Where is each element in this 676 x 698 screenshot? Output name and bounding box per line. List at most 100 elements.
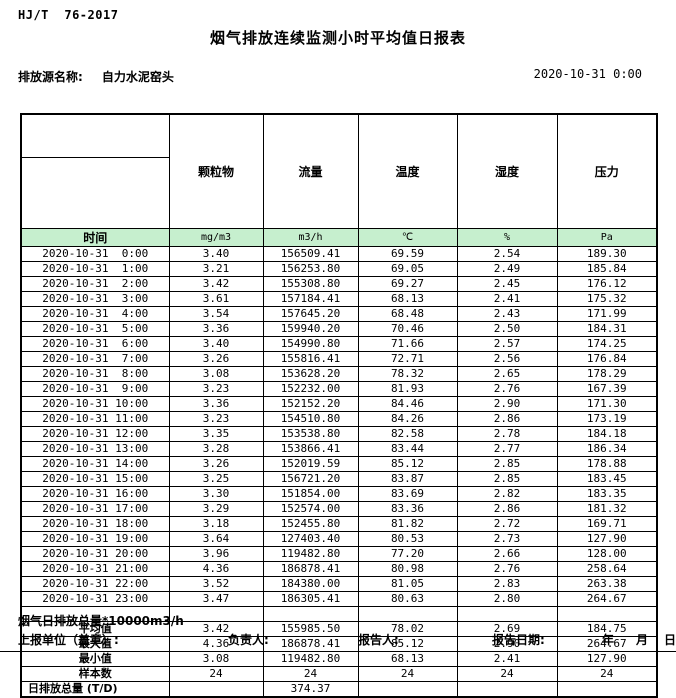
- value-cell: 3.23: [168, 381, 264, 397]
- value-cell: 153628.20: [262, 366, 359, 382]
- data-row: 2020-10-31 0:00 3.40 156509.41 69.59 2.54 189…: [20, 246, 658, 262]
- data-row: 2020-10-31 13:00 3.28 153866.41 83.44 2.77 18…: [20, 441, 658, 457]
- data-row: 2020-10-31 21:00 4.36 186878.41 80.98 2.76 25…: [20, 561, 658, 577]
- value-cell: 176.84: [556, 351, 658, 367]
- data-row: 2020-10-31 4:00 3.54 157645.20 68.48 2.43 171…: [20, 306, 658, 322]
- value-cell: 4.36: [168, 561, 264, 577]
- data-row: 2020-10-31 10:00 3.36 152152.20 84.46 2.90 17…: [20, 396, 658, 412]
- value-cell: 184380.00: [262, 576, 359, 592]
- time-column-header: 时间: [20, 228, 170, 247]
- data-row-label: 2020-10-31 5:00: [20, 321, 170, 337]
- value-cell: 2.90: [456, 396, 558, 412]
- data-row-label: 2020-10-31 1:00: [20, 261, 170, 277]
- value-cell: 68.48: [357, 306, 458, 322]
- value-cell: 176.12: [556, 276, 658, 292]
- year-label: 年: [602, 633, 615, 647]
- value-cell: 24: [556, 666, 658, 682]
- value-cell: 152455.80: [262, 516, 359, 532]
- data-row-label: 2020-10-31 6:00: [20, 336, 170, 352]
- summary-row-label: 样本数: [20, 666, 170, 682]
- value-cell: 2.83: [456, 576, 558, 592]
- data-row: 2020-10-31 2:00 3.42 155308.80 69.27 2.45 176…: [20, 276, 658, 292]
- value-cell: 2.43: [456, 306, 558, 322]
- value-cell: 128.00: [556, 546, 658, 562]
- column-header-humidity: 湿度: [456, 113, 558, 229]
- value-cell: 3.52: [168, 576, 264, 592]
- data-row: 2020-10-31 1:00 3.21 156253.80 69.05 2.49 185…: [20, 261, 658, 277]
- unit-flow: m3/h: [262, 228, 359, 247]
- value-cell: 156509.41: [262, 246, 359, 262]
- value-cell: 186878.41: [262, 561, 359, 577]
- bottom-divider: [0, 651, 676, 652]
- value-cell: 2.56: [456, 351, 558, 367]
- value-cell: 3.36: [168, 321, 264, 337]
- column-header-flow: 流量: [262, 113, 359, 229]
- header-row-units: 时间 mg/m3 m3/h ℃ % Pa: [20, 228, 658, 247]
- value-cell: 2.49: [456, 261, 558, 277]
- data-row-label: 2020-10-31 2:00: [20, 276, 170, 292]
- header-row-parameters: 颗粒物 流量 温度 湿度 压力: [20, 113, 658, 229]
- value-cell: 70.46: [357, 321, 458, 337]
- value-cell: 263.38: [556, 576, 658, 592]
- value-cell: 3.18: [168, 516, 264, 532]
- value-cell: 169.71: [556, 516, 658, 532]
- data-row: 2020-10-31 18:00 3.18 152455.80 81.82 2.72 16…: [20, 516, 658, 532]
- value-cell: 81.05: [357, 576, 458, 592]
- value-cell: 3.40: [168, 246, 264, 262]
- value-cell: 167.39: [556, 381, 658, 397]
- value-cell: 3.47: [168, 591, 264, 607]
- value-cell: 24: [357, 666, 458, 682]
- value-cell: 82.58: [357, 426, 458, 442]
- summary-row-label: 最小值: [20, 651, 170, 667]
- value-cell: 374.37: [262, 681, 359, 698]
- summary-row: 最小值 3.08 119482.80 68.13 2.41 127.90: [20, 651, 658, 667]
- value-cell: 69.27: [357, 276, 458, 292]
- value-cell: 3.96: [168, 546, 264, 562]
- data-row: 2020-10-31 3:00 3.61 157184.41 68.13 2.41 175…: [20, 291, 658, 307]
- value-cell: 85.12: [357, 636, 458, 652]
- data-row: 2020-10-31 22:00 3.52 184380.00 81.05 2.83 26…: [20, 576, 658, 592]
- value-cell: 127403.40: [262, 531, 359, 547]
- source-name-label: 排放源名称:: [18, 70, 83, 84]
- responsible-label: 负责人:: [228, 633, 269, 647]
- value-cell: 80.63: [357, 591, 458, 607]
- value-cell: 68.13: [357, 651, 458, 667]
- value-cell: 2.50: [456, 321, 558, 337]
- value-cell: 152019.59: [262, 456, 359, 472]
- summary-row: 日排放总量 (T/D) 374.37: [20, 681, 658, 698]
- value-cell: 127.90: [556, 651, 658, 667]
- value-cell: 81.93: [357, 381, 458, 397]
- value-cell: 264.67: [556, 591, 658, 607]
- signature-row: 上报单位（盖章）: 负责人: 报告人: 报告日期: 年 月 日: [0, 631, 676, 647]
- reporter-label: 报告人:: [358, 633, 399, 647]
- value-cell: 3.54: [168, 306, 264, 322]
- value-cell: 2.65: [456, 366, 558, 382]
- value-cell: 2.85: [456, 471, 558, 487]
- column-header-temperature: 温度: [357, 113, 458, 229]
- value-cell: 69.05: [357, 261, 458, 277]
- value-cell: 3.26: [168, 456, 264, 472]
- value-cell: 159940.20: [262, 321, 359, 337]
- page-title: 烟气排放连续监测小时平均值日报表: [209, 29, 466, 47]
- value-cell: 3.61: [168, 291, 264, 307]
- value-cell: 69.59: [357, 246, 458, 262]
- value-cell: 2.85: [456, 456, 558, 472]
- value-cell: 80.53: [357, 531, 458, 547]
- data-row: 2020-10-31 5:00 3.36 159940.20 70.46 2.50 184…: [20, 321, 658, 337]
- value-cell: 3.28: [168, 441, 264, 457]
- value-cell: [556, 681, 658, 698]
- unit-temperature: ℃: [357, 228, 458, 247]
- value-cell: 3.36: [168, 396, 264, 412]
- value-cell: 2.77: [456, 441, 558, 457]
- monitoring-data-table: 颗粒物 流量 温度 湿度 压力 时间 mg/m3 m3/h ℃ % Pa 202…: [20, 113, 658, 698]
- value-cell: 2.66: [456, 546, 558, 562]
- value-cell: 2.54: [456, 246, 558, 262]
- value-cell: 152574.00: [262, 501, 359, 517]
- value-cell: 151854.00: [262, 486, 359, 502]
- value-cell: 68.13: [357, 291, 458, 307]
- data-row: 2020-10-31 19:00 3.64 127403.40 80.53 2.73 12…: [20, 531, 658, 547]
- value-cell: 153538.80: [262, 426, 359, 442]
- data-row: 2020-10-31 20:00 3.96 119482.80 77.20 2.66 12…: [20, 546, 658, 562]
- value-cell: 183.35: [556, 486, 658, 502]
- value-cell: 3.08: [168, 651, 264, 667]
